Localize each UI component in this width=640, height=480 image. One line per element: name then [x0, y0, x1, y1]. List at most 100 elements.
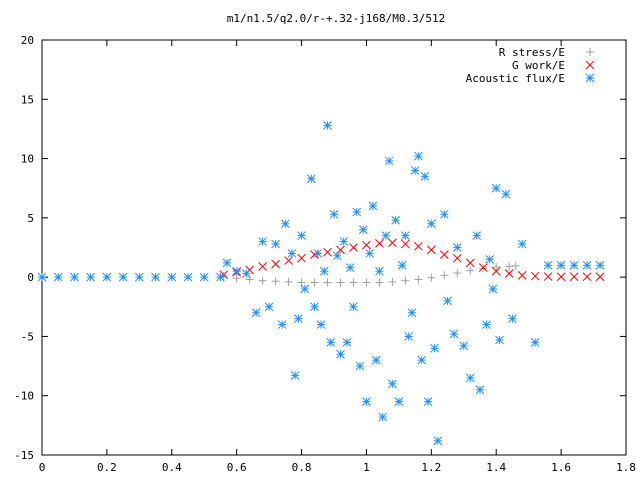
marker-stroke	[264, 302, 274, 312]
data-point	[426, 245, 436, 255]
data-point	[459, 341, 469, 351]
marker-stroke	[326, 338, 336, 347]
marker-stroke	[37, 272, 47, 282]
data-point	[284, 256, 293, 265]
marker-stroke	[310, 250, 319, 259]
data-point	[284, 277, 293, 286]
data-point	[465, 258, 475, 268]
data-point	[414, 151, 423, 161]
data-point	[420, 172, 430, 181]
data-point	[336, 349, 345, 359]
data-point	[430, 343, 439, 353]
data-point	[391, 215, 400, 225]
marker-stroke	[284, 256, 293, 265]
marker-stroke	[316, 320, 326, 329]
x-tick-label: 0.8	[292, 461, 312, 474]
marker-stroke	[530, 271, 540, 281]
data-point	[297, 231, 306, 240]
data-point	[336, 278, 345, 287]
data-point	[452, 253, 462, 263]
marker-stroke	[465, 258, 475, 268]
marker-stroke	[478, 263, 488, 273]
data-point	[492, 263, 501, 272]
data-point	[349, 243, 358, 252]
marker-stroke	[595, 260, 605, 270]
data-point	[375, 266, 384, 276]
data-point	[371, 355, 381, 365]
x-tick-label: 1.4	[486, 461, 506, 474]
marker-stroke	[70, 272, 79, 282]
marker-stroke	[342, 338, 352, 347]
marker-stroke	[53, 272, 63, 282]
marker-stroke	[595, 272, 605, 282]
marker-stroke	[397, 260, 407, 270]
data-point	[37, 272, 47, 282]
marker-stroke	[251, 308, 261, 318]
marker-stroke	[508, 314, 517, 323]
marker-stroke	[365, 249, 375, 258]
marker-stroke	[501, 189, 511, 199]
data-point	[543, 272, 553, 281]
marker-stroke	[414, 151, 423, 161]
marker-stroke	[306, 174, 316, 184]
marker-stroke	[388, 238, 397, 248]
marker-stroke	[449, 329, 459, 339]
marker-stroke	[414, 241, 423, 251]
data-point	[329, 209, 339, 219]
marker-stroke	[543, 272, 553, 281]
marker-stroke	[391, 215, 400, 225]
data-point	[151, 272, 160, 282]
y-tick-label: 10	[21, 153, 34, 166]
data-point	[475, 385, 485, 395]
marker-stroke	[488, 284, 498, 294]
data-point	[595, 272, 605, 282]
data-point	[183, 272, 193, 282]
marker-stroke	[378, 412, 388, 422]
marker-stroke	[452, 243, 462, 252]
data-point	[582, 260, 592, 270]
marker-stroke	[430, 343, 439, 353]
data-point	[336, 245, 345, 255]
data-point	[394, 397, 404, 406]
data-point	[264, 302, 274, 312]
x-tick-label: 0.2	[97, 461, 117, 474]
data-point	[280, 219, 290, 229]
data-point	[465, 373, 475, 383]
marker-stroke	[332, 251, 342, 261]
data-point	[505, 262, 514, 271]
data-point	[287, 249, 297, 258]
marker-stroke	[242, 269, 251, 278]
data-point	[290, 371, 300, 380]
data-point	[216, 272, 225, 282]
marker-stroke	[465, 373, 475, 383]
marker-stroke	[585, 73, 595, 83]
marker-stroke	[452, 253, 462, 263]
marker-stroke	[495, 335, 504, 345]
marker-stroke	[472, 231, 482, 240]
data-point	[401, 276, 410, 285]
marker-stroke	[310, 302, 319, 312]
data-point	[199, 272, 209, 282]
marker-stroke	[530, 338, 540, 347]
marker-stroke	[410, 166, 420, 175]
x-tick-label: 0.4	[162, 461, 182, 474]
marker-stroke	[433, 436, 443, 446]
marker-stroke	[258, 237, 267, 246]
marker-stroke	[280, 219, 290, 229]
data-point	[362, 240, 371, 250]
marker-stroke	[362, 397, 371, 406]
data-point	[443, 296, 452, 306]
data-point	[349, 302, 358, 312]
marker-stroke	[482, 320, 491, 329]
data-point	[365, 249, 375, 258]
data-point	[427, 273, 436, 282]
data-point	[508, 314, 517, 323]
data-point	[384, 156, 394, 166]
marker-stroke	[297, 253, 306, 263]
marker-stroke	[313, 249, 323, 258]
data-point	[381, 231, 391, 240]
data-point	[316, 320, 326, 329]
marker-stroke	[517, 239, 527, 249]
data-point	[102, 272, 112, 282]
marker-stroke	[569, 260, 579, 270]
